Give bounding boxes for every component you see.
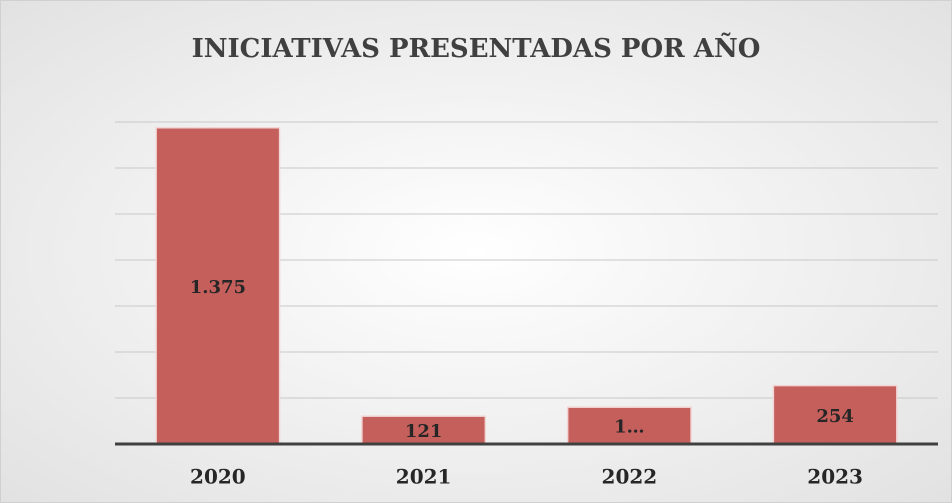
bar [772, 384, 898, 445]
data-label: 1.375 [190, 277, 246, 298]
x-tick-label: 2021 [396, 465, 452, 489]
bar [155, 127, 281, 445]
chart-title: INICIATIVAS PRESENTADAS POR AÑO [192, 32, 761, 64]
bar [566, 406, 692, 445]
data-label: 121 [405, 421, 443, 442]
data-label: 254 [816, 406, 854, 427]
bar [361, 415, 487, 445]
x-tick-label: 2022 [602, 465, 658, 489]
x-tick-label: 2023 [807, 465, 863, 489]
data-label: 1… [614, 417, 645, 438]
x-tick-label: 2020 [190, 465, 246, 489]
